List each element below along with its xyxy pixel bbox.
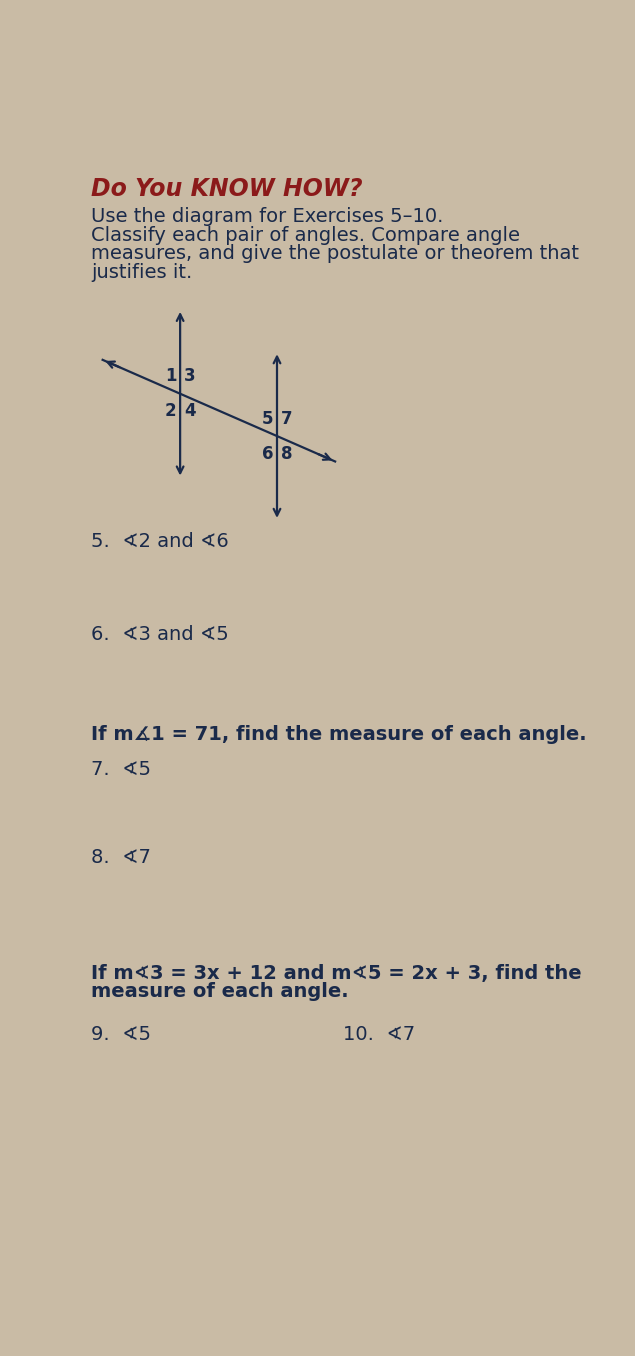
Text: 5: 5 [262, 410, 273, 427]
Text: 10.  ∢7: 10. ∢7 [343, 1025, 415, 1044]
Text: 7.  ∢5: 7. ∢5 [91, 759, 151, 778]
Text: 3: 3 [184, 367, 196, 385]
Text: If m∡1 = 71, find the measure of each angle.: If m∡1 = 71, find the measure of each an… [91, 725, 587, 744]
Text: justifies it.: justifies it. [91, 263, 192, 282]
Text: If m∢3 = 3x + 12 and m∢5 = 2x + 3, find the: If m∢3 = 3x + 12 and m∢5 = 2x + 3, find … [91, 964, 582, 983]
Text: 8: 8 [281, 445, 292, 462]
Text: 2: 2 [164, 403, 177, 420]
Text: 4: 4 [184, 403, 196, 420]
Text: 6: 6 [262, 445, 273, 462]
Text: Use the diagram for Exercises 5–10.: Use the diagram for Exercises 5–10. [91, 207, 443, 226]
Text: 9.  ∢5: 9. ∢5 [91, 1025, 151, 1044]
Text: 1: 1 [164, 367, 177, 385]
Text: Do You KNOW HOW?: Do You KNOW HOW? [91, 176, 363, 201]
Text: Classify each pair of angles. Compare angle: Classify each pair of angles. Compare an… [91, 226, 520, 245]
Text: 6.  ∢3 and ∢5: 6. ∢3 and ∢5 [91, 625, 229, 644]
Text: 7: 7 [281, 410, 293, 427]
Text: measure of each angle.: measure of each angle. [91, 982, 349, 1001]
Text: 5.  ∢2 and ∢6: 5. ∢2 and ∢6 [91, 533, 229, 552]
Text: measures, and give the postulate or theorem that: measures, and give the postulate or theo… [91, 244, 579, 263]
Text: 8.  ∢7: 8. ∢7 [91, 848, 151, 866]
